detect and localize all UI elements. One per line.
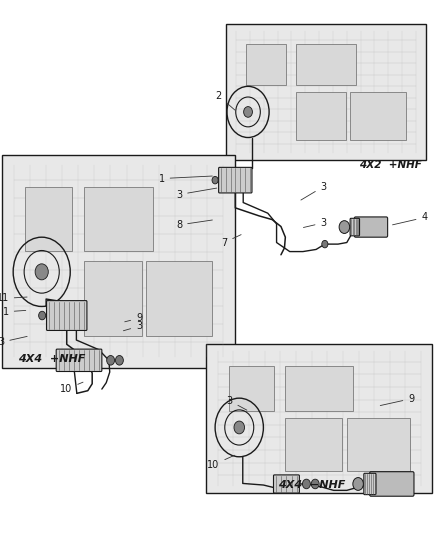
Circle shape — [212, 176, 218, 184]
Circle shape — [243, 107, 252, 117]
Bar — [285, 418, 341, 471]
Bar — [229, 366, 273, 411]
FancyBboxPatch shape — [363, 473, 375, 495]
FancyBboxPatch shape — [353, 217, 387, 237]
Bar — [146, 261, 211, 336]
Text: 4X4  −NHF: 4X4 −NHF — [277, 480, 345, 490]
Text: 10: 10 — [207, 455, 234, 470]
Text: 8: 8 — [176, 220, 212, 230]
Text: 3: 3 — [300, 182, 326, 200]
Text: 1: 1 — [3, 307, 26, 317]
Circle shape — [115, 356, 123, 365]
Text: 3: 3 — [303, 218, 326, 228]
FancyBboxPatch shape — [56, 349, 102, 372]
Circle shape — [321, 240, 327, 248]
Text: 4: 4 — [392, 213, 427, 225]
Circle shape — [352, 478, 363, 490]
Circle shape — [233, 421, 244, 434]
Text: 1: 1 — [158, 174, 212, 183]
Text: 9: 9 — [379, 394, 413, 406]
Bar — [25, 187, 72, 251]
Text: 7: 7 — [221, 235, 240, 247]
Bar — [295, 44, 355, 85]
Circle shape — [311, 479, 318, 489]
Circle shape — [339, 221, 349, 233]
Circle shape — [39, 311, 46, 320]
Text: 4X4  +NHF: 4X4 +NHF — [18, 354, 85, 365]
Bar — [349, 92, 405, 140]
Bar — [83, 261, 141, 336]
FancyBboxPatch shape — [46, 301, 87, 330]
Text: 3: 3 — [226, 396, 246, 410]
Text: 11: 11 — [0, 294, 27, 303]
Text: 3: 3 — [123, 321, 142, 331]
Bar — [285, 366, 353, 411]
FancyBboxPatch shape — [2, 155, 234, 368]
Bar — [346, 418, 409, 471]
Text: 9: 9 — [124, 313, 142, 323]
Text: 3: 3 — [176, 188, 216, 199]
FancyBboxPatch shape — [350, 219, 359, 236]
Bar — [83, 187, 153, 251]
Text: 2: 2 — [215, 91, 234, 110]
Bar — [245, 44, 285, 85]
Text: 10: 10 — [60, 382, 83, 394]
Text: 3: 3 — [0, 336, 27, 347]
Bar — [295, 92, 345, 140]
FancyBboxPatch shape — [369, 472, 413, 496]
FancyBboxPatch shape — [273, 475, 299, 493]
Circle shape — [35, 264, 48, 280]
Circle shape — [302, 479, 310, 489]
Text: 4X2  +NHF: 4X2 +NHF — [358, 160, 420, 170]
FancyBboxPatch shape — [206, 344, 431, 493]
FancyBboxPatch shape — [218, 167, 251, 193]
FancyBboxPatch shape — [226, 24, 425, 160]
Circle shape — [106, 356, 114, 365]
